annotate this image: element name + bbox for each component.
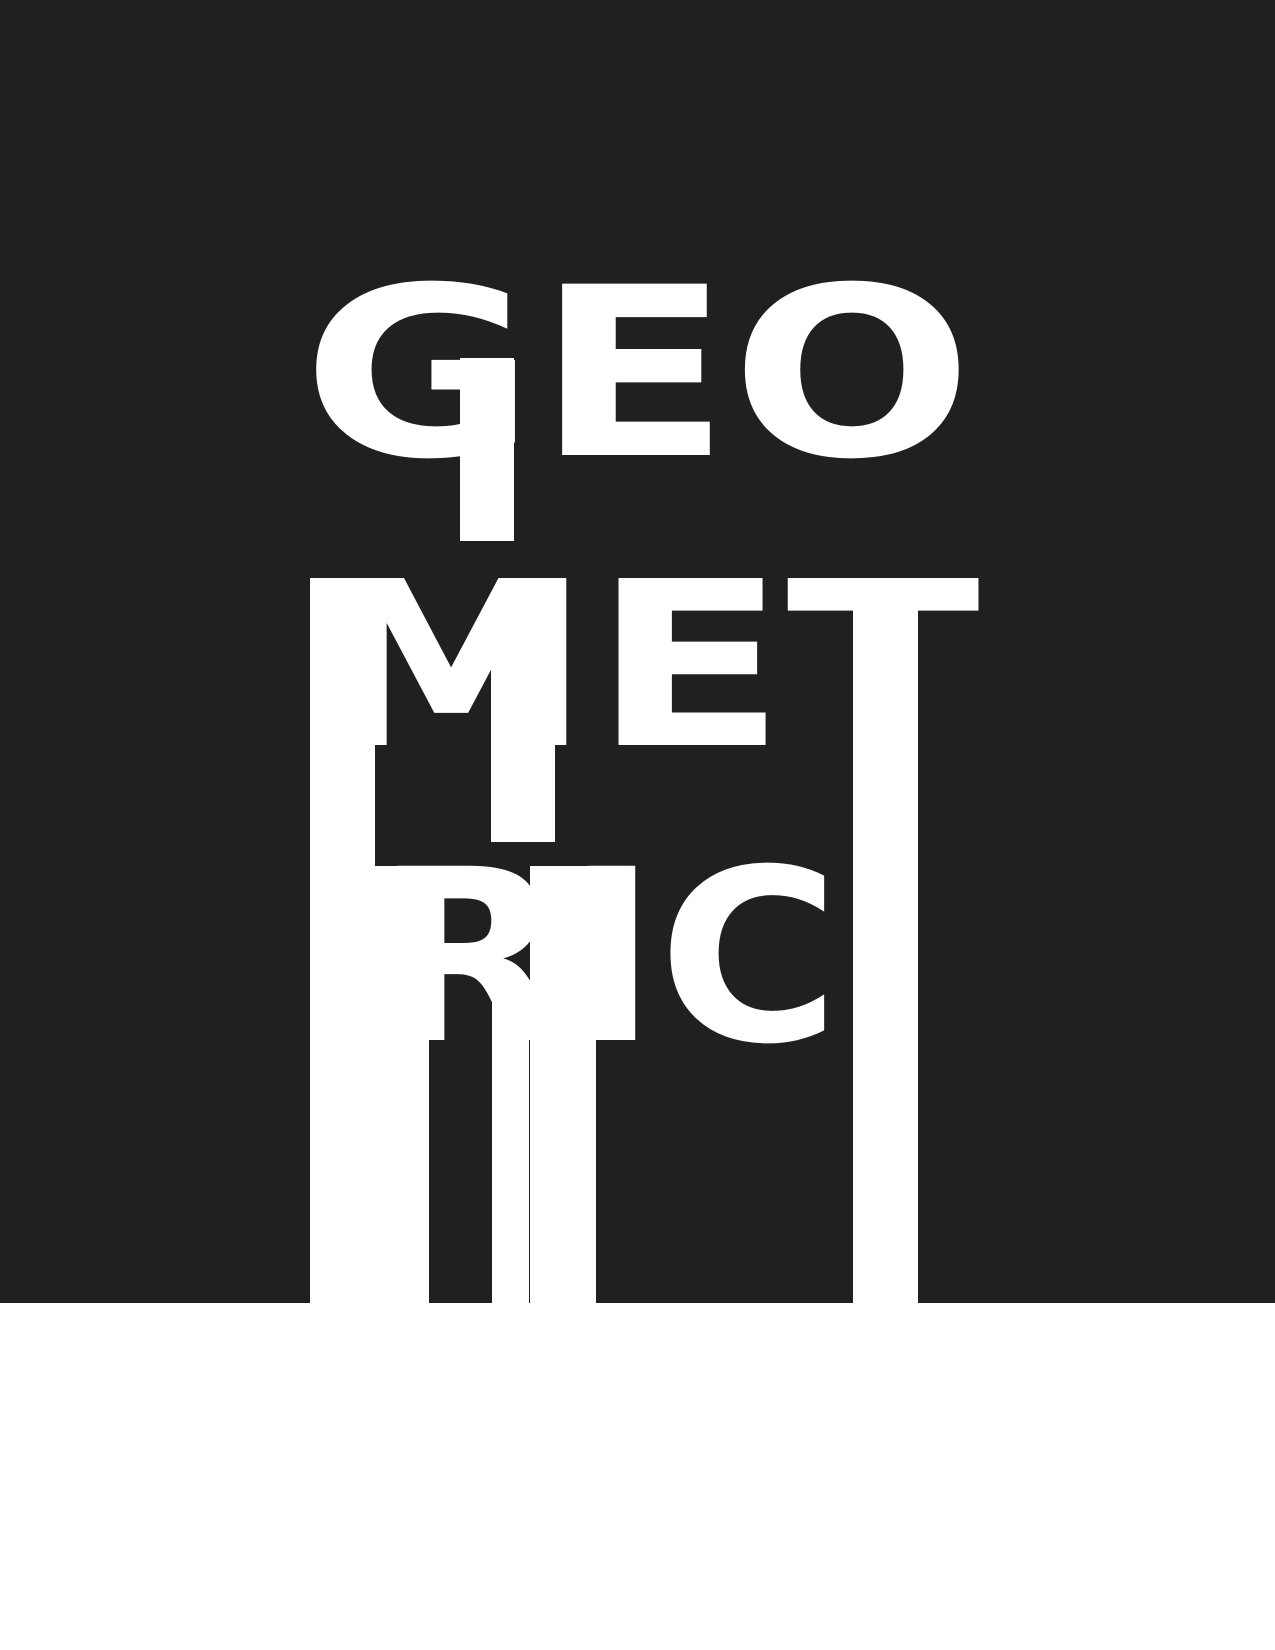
word-line: RIC xyxy=(375,819,840,1097)
m-middle-stem xyxy=(491,621,555,842)
t-stem xyxy=(853,578,918,1303)
m-left-stem xyxy=(310,578,375,1303)
word-line: GEO xyxy=(302,238,973,511)
word-line: MET xyxy=(310,533,980,800)
g-stem xyxy=(460,358,514,541)
r-leg xyxy=(492,985,529,1303)
r-stem xyxy=(375,866,429,1303)
i-stem xyxy=(530,866,596,1303)
dark-panel xyxy=(0,0,1275,1303)
